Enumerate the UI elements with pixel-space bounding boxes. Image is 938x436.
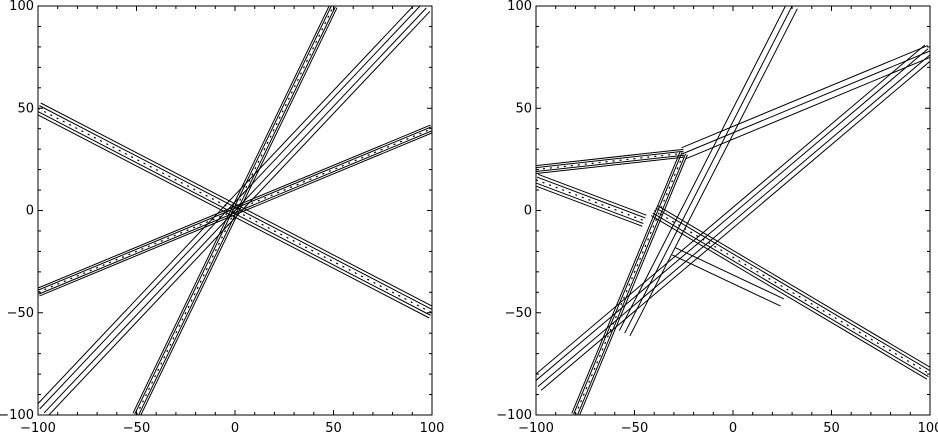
contour-line <box>672 254 781 307</box>
contour-line <box>536 148 684 167</box>
contour-line <box>536 156 685 175</box>
contour-line <box>571 151 681 414</box>
y-tick-label: −100 <box>496 408 532 423</box>
x-tick-label: 0 <box>729 421 737 436</box>
contour-line <box>624 6 793 334</box>
contour-line <box>39 6 421 410</box>
contour-dotted-ridge <box>536 152 684 171</box>
contour-line <box>537 173 647 216</box>
y-tick-label: −50 <box>7 306 34 321</box>
x-tick-label: −100 <box>518 421 554 436</box>
contour-dotted-ridge <box>38 128 432 293</box>
contour-line <box>38 124 431 289</box>
contour-line <box>629 8 798 337</box>
contour-line <box>655 207 930 372</box>
x-tick-label: 50 <box>325 421 342 436</box>
contour-line <box>138 6 336 415</box>
contour-line <box>573 152 683 415</box>
contour-line <box>536 176 646 219</box>
x-tick-label: 100 <box>918 421 938 436</box>
contour-line <box>536 150 684 169</box>
y-tick-label: 0 <box>524 204 532 219</box>
contour-lines <box>38 6 432 415</box>
contour-line <box>536 44 926 375</box>
x-tick-label: −50 <box>621 421 648 436</box>
contour-panel-right: −100 −50 0 50 100 −100 −50 0 50 100 <box>496 0 938 436</box>
contour-line <box>38 6 414 405</box>
contour-line <box>675 247 785 300</box>
contour-line <box>39 132 432 297</box>
contour-lines <box>536 6 930 415</box>
contour-line <box>685 56 930 160</box>
contour-line <box>650 215 928 380</box>
y-tick-label: 0 <box>26 204 34 219</box>
contour-panel-left: −100 −50 0 50 100 −100 −50 0 50 100 <box>0 0 444 436</box>
contour-line <box>681 45 928 149</box>
contour-dotted-ridge <box>536 179 645 222</box>
x-tick-label: 50 <box>823 421 840 436</box>
y-tick-label: 50 <box>17 101 34 116</box>
y-tick-label: −100 <box>0 408 34 423</box>
contour-line <box>48 11 431 415</box>
x-tick-label: −100 <box>20 421 56 436</box>
contour-line <box>134 6 332 415</box>
contour-line <box>576 153 687 415</box>
contour-dotted-ridge <box>574 153 685 415</box>
contour-line <box>43 7 427 414</box>
plot-frame <box>535 5 931 416</box>
contour-line <box>536 154 685 173</box>
contour-line <box>536 48 929 382</box>
x-tick-label: 0 <box>231 421 239 436</box>
y-tick-label: 100 <box>507 0 532 14</box>
contour-line <box>652 212 929 378</box>
y-tick-label: 50 <box>515 101 532 116</box>
contour-line <box>536 185 643 227</box>
y-tick-label: −50 <box>505 306 532 321</box>
contour-dotted-ridge <box>135 6 335 415</box>
contour-line <box>536 182 644 224</box>
contour-dotted-ridge <box>653 209 930 375</box>
contour-line <box>132 6 330 414</box>
y-tick-label: 100 <box>9 0 34 14</box>
contour-line <box>537 54 930 387</box>
contour-line <box>579 154 688 415</box>
x-tick-label: −50 <box>123 421 150 436</box>
contour-line <box>656 204 930 368</box>
contour-line <box>618 6 787 331</box>
contour-line <box>683 50 930 154</box>
contour-line <box>140 7 338 415</box>
contour-line <box>540 60 930 391</box>
x-tick-label: 100 <box>420 421 445 436</box>
